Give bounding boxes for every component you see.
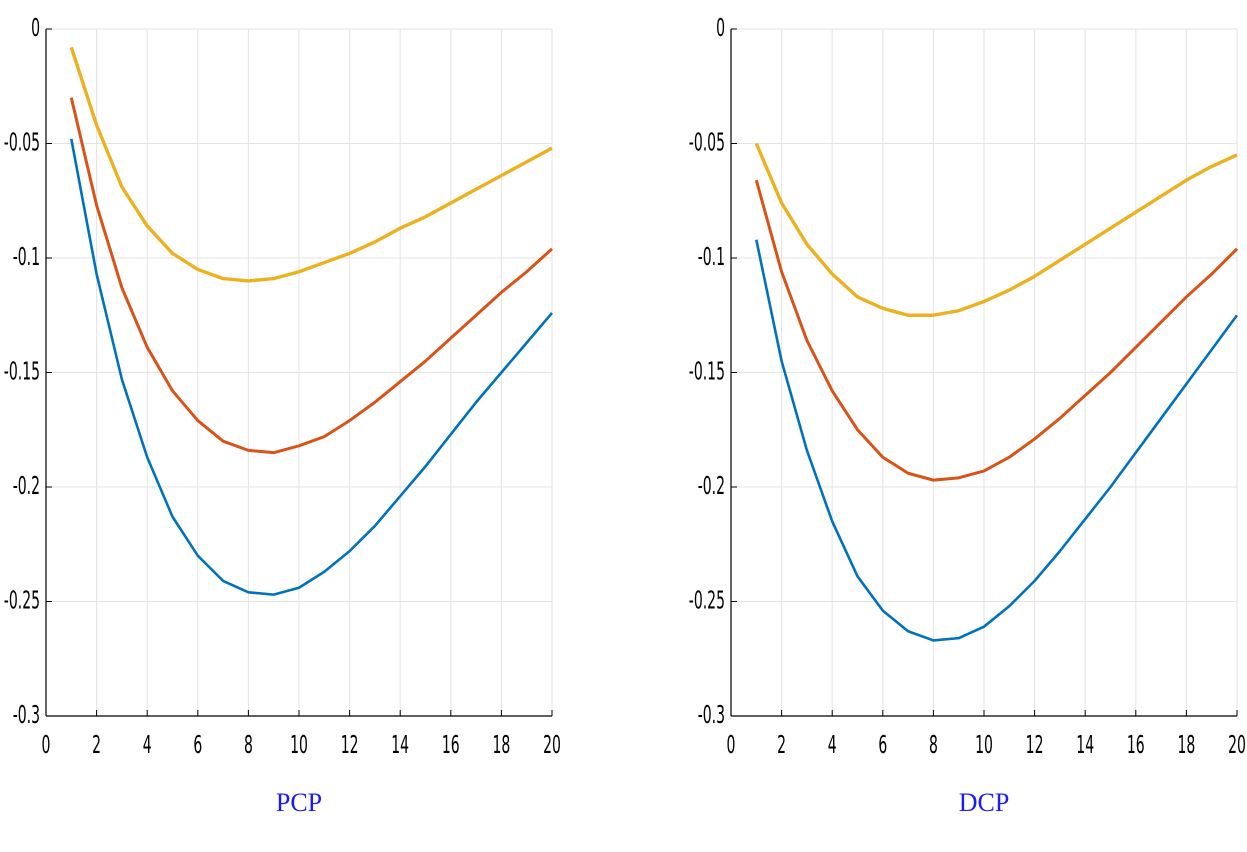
x-tick-label: 8 xyxy=(929,729,938,759)
y-tick-label: -0.25 xyxy=(689,585,725,615)
y-tick-label: -0.2 xyxy=(13,470,40,500)
x-tick-label: 12 xyxy=(1026,729,1044,759)
y-tick-label: -0.05 xyxy=(4,127,40,157)
y-tick-label: 0 xyxy=(31,12,40,42)
series-line xyxy=(755,239,1239,642)
y-tick-label: -0.2 xyxy=(698,470,725,500)
y-tick-label: -0.3 xyxy=(698,699,725,729)
x-tick-label: 4 xyxy=(143,729,152,759)
x-tick-label: 18 xyxy=(1177,729,1195,759)
x-tick-label: 4 xyxy=(828,729,837,759)
x-tick-label: 2 xyxy=(777,729,786,759)
x-tick-label: 20 xyxy=(1228,729,1246,759)
x-tick-label: 12 xyxy=(341,729,359,759)
x-tick-label: 10 xyxy=(290,729,308,759)
y-tick-label: -0.15 xyxy=(4,356,40,386)
series-line xyxy=(754,142,1238,317)
y-tick-label: -0.25 xyxy=(4,585,40,615)
x-tick-label: 6 xyxy=(193,729,202,759)
x-tick-label: 6 xyxy=(878,729,887,759)
x-tick-label: 16 xyxy=(1127,729,1145,759)
x-tick-label: 20 xyxy=(543,729,561,759)
x-tick-label: 18 xyxy=(492,729,510,759)
x-tick-label: 14 xyxy=(1076,729,1094,759)
y-tick-label: 0 xyxy=(716,12,725,42)
series-line xyxy=(754,179,1239,482)
x-tick-label: 16 xyxy=(442,729,460,759)
y-tick-label: -0.05 xyxy=(689,127,725,157)
series-line xyxy=(69,46,553,283)
series-line xyxy=(69,97,554,455)
y-tick-label: -0.3 xyxy=(13,699,40,729)
y-tick-label: -0.15 xyxy=(689,356,725,386)
series-line xyxy=(70,138,553,596)
x-tick-label: 14 xyxy=(391,729,409,759)
y-tick-label: -0.1 xyxy=(13,241,40,271)
x-tick-label: 8 xyxy=(244,729,253,759)
caption: DCP xyxy=(959,788,1010,817)
x-tick-label: 0 xyxy=(727,729,736,759)
x-tick-label: 10 xyxy=(975,729,993,759)
x-tick-label: 2 xyxy=(92,729,101,759)
caption: PCP xyxy=(276,788,322,817)
y-tick-label: -0.1 xyxy=(698,241,725,271)
x-tick-label: 0 xyxy=(42,729,51,759)
